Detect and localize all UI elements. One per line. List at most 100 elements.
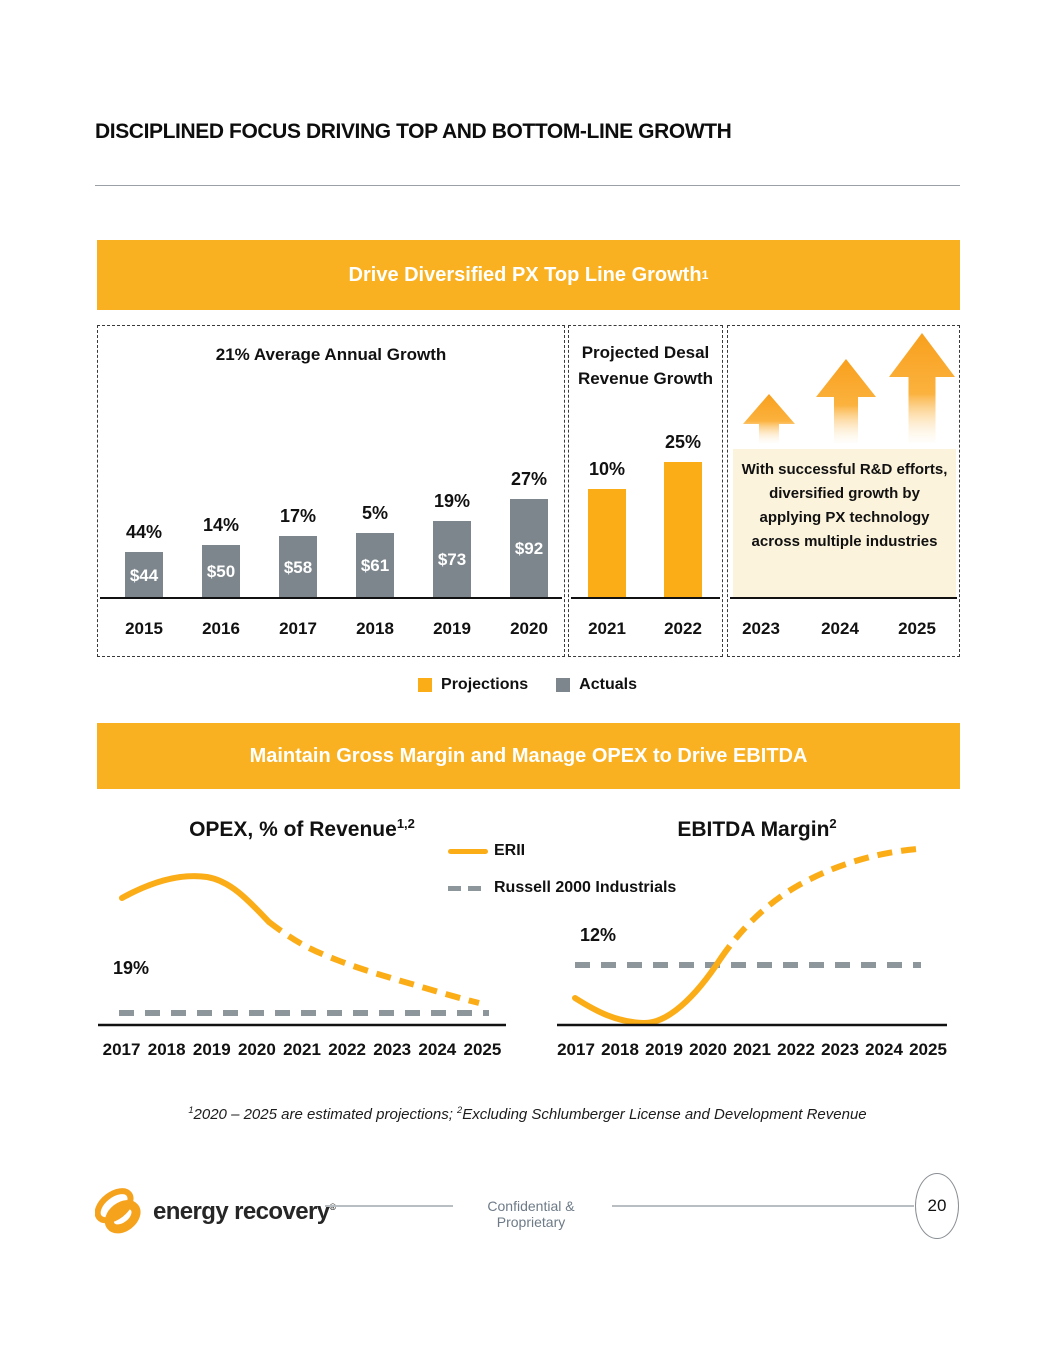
footer-divider-left xyxy=(325,1205,453,1207)
footnote: 12020 – 2025 are estimated projections; … xyxy=(0,1105,1055,1123)
growth-label: 10% xyxy=(588,459,626,479)
bar-value-label: $61 xyxy=(360,556,390,575)
axis-year: 2019 xyxy=(192,1040,231,1059)
ebitda-title-text: EBITDA Margin xyxy=(677,818,830,841)
brand-logo-icon xyxy=(95,1188,141,1234)
arrow-medium xyxy=(816,359,876,443)
legend-projections-label: Projections xyxy=(441,676,529,693)
actuals-bar: $92 xyxy=(510,499,548,599)
bar-value-label: $58 xyxy=(283,557,313,577)
axis-year: 2023 xyxy=(373,1040,412,1059)
ebitda-chart-svg xyxy=(557,846,947,1027)
axis-year: 2024 xyxy=(418,1040,457,1059)
arrow-small xyxy=(743,394,795,443)
footnote-ref-2: 2 xyxy=(457,1105,463,1115)
year-label: 2019 xyxy=(433,619,471,638)
footer-divider-right xyxy=(612,1205,914,1207)
opex-erii-actual-line xyxy=(119,873,272,925)
x-axis-line xyxy=(100,597,562,599)
year-label: 2021 xyxy=(588,619,626,638)
bottom-banner: Maintain Gross Margin and Manage OPEX to… xyxy=(97,723,960,789)
year-label: 2024 xyxy=(821,619,859,638)
page-title: DISCIPLINED FOCUS DRIVING TOP AND BOTTOM… xyxy=(95,120,732,143)
x-axis-line xyxy=(571,597,720,599)
axis-year: 2021 xyxy=(283,1040,321,1059)
arrow-large xyxy=(889,333,955,443)
axis-year: 2025 xyxy=(463,1040,502,1059)
growth-label: 44% xyxy=(125,522,163,542)
axis-year: 2020 xyxy=(689,1040,727,1059)
projection-bar xyxy=(664,462,702,599)
page-number-badge: 20 xyxy=(915,1173,959,1239)
year-label: 2015 xyxy=(125,619,163,638)
legend-item-russell: Russell 2000 Industrials xyxy=(448,879,676,897)
opex-chart-svg xyxy=(98,873,506,1027)
projections-swatch-icon xyxy=(418,678,433,692)
year-label: 2022 xyxy=(664,619,702,638)
growth-label: 14% xyxy=(202,515,240,535)
axis-year: 2022 xyxy=(328,1040,367,1059)
ebitda-erii-projection-line xyxy=(718,846,918,960)
erii-line-swatch-icon xyxy=(448,848,488,854)
axis-year: 2017 xyxy=(557,1040,595,1059)
ebitda-chart-title: EBITDA Margin2 xyxy=(557,816,957,842)
legend-item-projections: Projections xyxy=(418,676,528,694)
year-label: 2016 xyxy=(202,619,240,638)
bar-value-label: $73 xyxy=(437,550,467,569)
registered-mark: ® xyxy=(329,1202,336,1212)
axis-year: 2019 xyxy=(645,1040,683,1059)
bar-chart-legend: Projections Actuals xyxy=(0,676,1055,694)
year-label: 2025 xyxy=(898,619,936,638)
ebitda-erii-actual-line xyxy=(572,955,724,1027)
actuals-bar: $73 xyxy=(433,521,471,599)
axis-year: 2020 xyxy=(237,1040,276,1059)
legend-erii-label: ERII xyxy=(494,842,526,859)
top-banner-label: Drive Diversified PX Top Line Growth xyxy=(348,263,702,286)
growth-label: 19% xyxy=(433,491,471,511)
russell-line-swatch-icon xyxy=(448,885,488,891)
growth-label: 27% xyxy=(510,469,548,489)
axis-year: 2024 xyxy=(865,1040,903,1059)
actuals-bar: $58 xyxy=(279,536,317,599)
growth-label: 5% xyxy=(361,503,388,523)
year-label: 2017 xyxy=(279,619,317,638)
rd-note-line2: diversified growth by xyxy=(769,485,920,502)
bar-value-label: $44 xyxy=(129,565,159,585)
axis-year: 2018 xyxy=(147,1040,186,1059)
actuals-bar: $61 xyxy=(356,533,394,599)
opex-title-text: OPEX, % of Revenue xyxy=(189,818,397,841)
axis-year: 2021 xyxy=(733,1040,771,1059)
brand-name-text: energy recovery xyxy=(153,1198,330,1225)
top-banner: Drive Diversified PX Top Line Growth 1 xyxy=(97,240,960,310)
title-divider xyxy=(95,185,960,186)
desal-header-line1: Projected Desal xyxy=(581,343,710,362)
axis-year: 2022 xyxy=(777,1040,815,1059)
year-label: 2018 xyxy=(356,619,394,638)
footnote-ref-1: 1 xyxy=(188,1105,194,1115)
rd-note-box: With successful R&D efforts, diversified… xyxy=(733,449,956,599)
growth-label: 17% xyxy=(279,506,317,526)
rd-note-line1: With successful R&D efforts, xyxy=(741,461,948,478)
axis-year: 2023 xyxy=(821,1040,859,1059)
desal-panel: Projected Desal Revenue Growth 10% 25% 2… xyxy=(568,325,723,657)
year-label: 2020 xyxy=(510,619,548,638)
brand-logo: energy recovery® xyxy=(95,1178,336,1246)
axis-year: 2017 xyxy=(102,1040,141,1059)
growth-label: 25% xyxy=(664,432,702,452)
axis-year: 2018 xyxy=(601,1040,639,1059)
actuals-swatch-icon xyxy=(556,678,571,692)
desal-panel-header: Projected Desal Revenue Growth xyxy=(569,340,722,393)
opex-erii-projection-line xyxy=(267,919,480,1006)
desal-header-line2: Revenue Growth xyxy=(577,369,714,389)
legend-actuals-label: Actuals xyxy=(579,676,637,693)
confidential-label: Confidential & Proprietary xyxy=(487,1198,575,1230)
opex-title-footref: 1,2 xyxy=(396,816,415,831)
actuals-panel: 21% Average Annual Growth 44% 14% 17% 5%… xyxy=(97,325,565,657)
opex-annotation: 19% xyxy=(113,958,150,978)
projection-bar xyxy=(588,489,626,599)
brand-name: energy recovery® xyxy=(153,1198,336,1226)
ebitda-title-footref: 2 xyxy=(829,816,837,831)
legend-russell-label: Russell 2000 Industrials xyxy=(494,879,677,896)
actuals-panel-header: 21% Average Annual Growth xyxy=(215,345,447,364)
rd-panel: With successful R&D efforts, diversified… xyxy=(727,325,960,657)
